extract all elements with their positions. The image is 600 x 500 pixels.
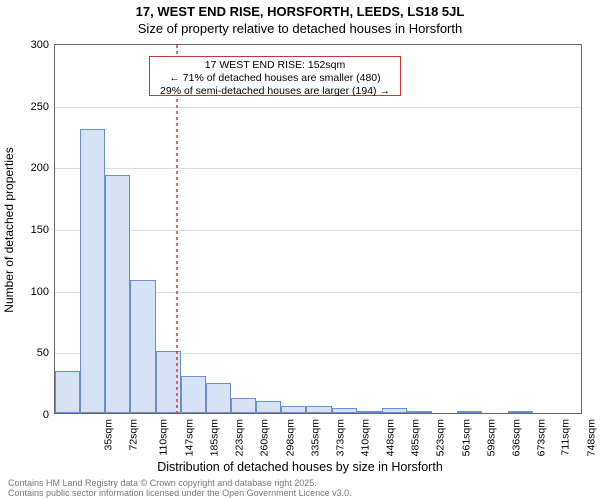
x-tick-label: 335sqm xyxy=(309,419,321,456)
histogram-bar xyxy=(206,383,231,413)
histogram-bar xyxy=(55,371,80,413)
y-tick-label: 100 xyxy=(9,286,49,298)
histogram-bar xyxy=(256,401,281,413)
x-tick-label: 673sqm xyxy=(535,419,547,456)
x-tick-label: 35sqm xyxy=(102,419,114,451)
histogram-bar xyxy=(407,411,432,413)
attribution-footer: Contains HM Land Registry data © Crown c… xyxy=(8,478,352,499)
x-tick-label: 485sqm xyxy=(410,419,422,456)
info-box-line: 17 WEST END RISE: 152sqm xyxy=(154,59,396,72)
x-tick-label: 260sqm xyxy=(259,419,271,456)
x-axis-label: Distribution of detached houses by size … xyxy=(0,460,600,474)
histogram-bar xyxy=(457,411,482,413)
y-tick-label: 0 xyxy=(9,409,49,421)
footer-line-2: Contains public sector information licen… xyxy=(8,488,352,498)
histogram-bar xyxy=(231,398,256,413)
x-tick-label: 448sqm xyxy=(385,419,397,456)
x-tick-label: 223sqm xyxy=(234,419,246,456)
x-tick-label: 523sqm xyxy=(435,419,447,456)
histogram-bar xyxy=(105,175,130,413)
x-tick-label: 110sqm xyxy=(157,419,169,456)
x-tick-label: 598sqm xyxy=(485,419,497,456)
histogram-bar xyxy=(181,376,206,413)
y-tick-label: 250 xyxy=(9,101,49,113)
x-tick-label: 561sqm xyxy=(460,419,472,456)
x-tick-label: 298sqm xyxy=(284,419,296,456)
x-tick-label: 748sqm xyxy=(586,419,598,456)
histogram-bar xyxy=(382,408,407,413)
x-tick-label: 72sqm xyxy=(127,419,139,451)
histogram-bar xyxy=(80,129,105,413)
x-tick-label: 711sqm xyxy=(560,419,572,456)
footer-line-1: Contains HM Land Registry data © Crown c… xyxy=(8,478,352,488)
info-box-line: 29% of semi-detached houses are larger (… xyxy=(154,85,396,98)
y-tick-label: 50 xyxy=(9,347,49,359)
histogram-bar xyxy=(306,406,331,413)
y-tick-label: 200 xyxy=(9,162,49,174)
x-tick-label: 185sqm xyxy=(209,419,221,456)
x-tick-label: 147sqm xyxy=(183,419,195,456)
page-title: 17, WEST END RISE, HORSFORTH, LEEDS, LS1… xyxy=(0,4,600,19)
x-tick-label: 410sqm xyxy=(359,419,371,456)
histogram-bar xyxy=(357,411,382,413)
histogram-bar xyxy=(332,408,357,413)
histogram-bar xyxy=(508,411,533,413)
y-tick-label: 300 xyxy=(9,39,49,51)
x-tick-label: 636sqm xyxy=(510,419,522,456)
histogram-bar xyxy=(156,351,181,413)
y-tick-label: 150 xyxy=(9,224,49,236)
info-box-line: ← 71% of detached houses are smaller (48… xyxy=(154,72,396,85)
page-subtitle: Size of property relative to detached ho… xyxy=(0,21,600,36)
histogram-bar xyxy=(281,406,306,413)
chart-area: 05010015020025030035sqm72sqm110sqm147sqm… xyxy=(54,44,582,414)
histogram-bar xyxy=(130,280,155,413)
x-tick-label: 373sqm xyxy=(334,419,346,456)
property-info-box: 17 WEST END RISE: 152sqm← 71% of detache… xyxy=(149,56,401,96)
